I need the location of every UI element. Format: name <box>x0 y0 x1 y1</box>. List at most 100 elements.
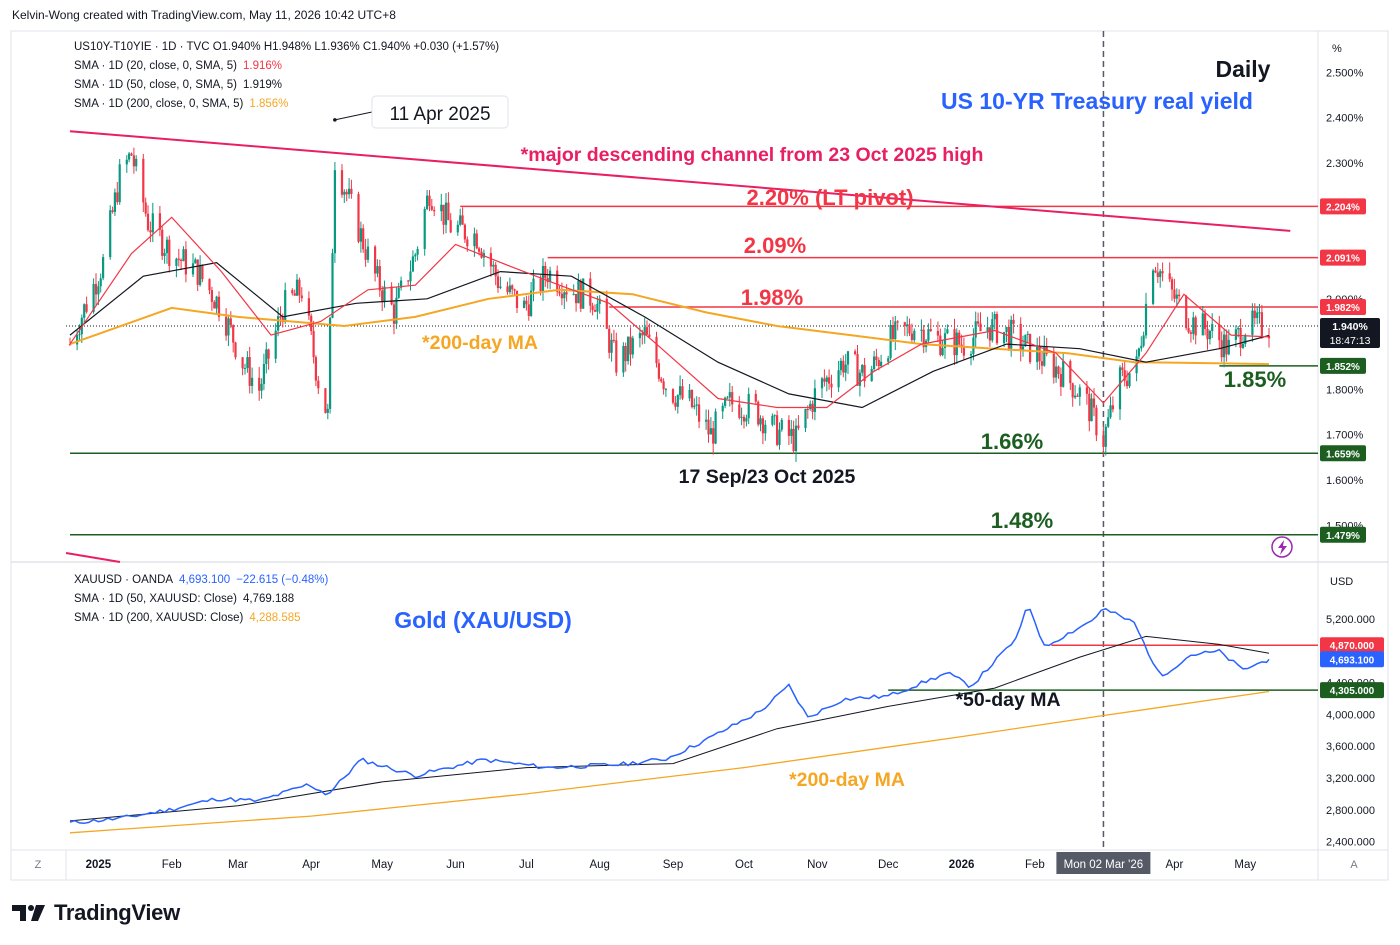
candle-body-63 <box>279 316 282 318</box>
candle-body-328 <box>1156 272 1159 277</box>
top-level-tag-5-bg <box>1320 526 1366 543</box>
candle-body-229 <box>828 377 831 384</box>
candle-body-353 <box>1239 328 1242 348</box>
candle-body-112 <box>442 204 445 225</box>
candle-body-78 <box>329 317 332 409</box>
candle-body-67 <box>293 293 296 296</box>
candle-body-360 <box>1260 312 1263 336</box>
candle-body-56 <box>258 377 261 391</box>
candle-body-233 <box>842 360 845 373</box>
legend-gold-sma200: SMA · 1D (200, XAUUSD: Close) 4,288.585 <box>74 612 301 624</box>
candle-body-41 <box>208 279 211 291</box>
candle-body-210 <box>764 424 767 434</box>
candle-body-291 <box>1036 346 1039 363</box>
candle-body-316 <box>1118 367 1122 410</box>
candle-body-70 <box>300 295 303 299</box>
level-209-label: 2.09% <box>744 233 806 258</box>
gold-level-tag-1-bg <box>1320 682 1384 699</box>
top-level-tag-0-bg <box>1320 198 1366 215</box>
candle-body-135 <box>515 290 519 308</box>
lightning-icon[interactable] <box>1271 536 1293 558</box>
candle-body-256 <box>920 329 923 331</box>
candle-body-57 <box>260 383 263 391</box>
candle-body-178 <box>660 378 663 382</box>
candle-body-18 <box>130 153 133 156</box>
autoscale-icon[interactable]: A <box>1350 859 1358 871</box>
candle-body-143 <box>544 266 547 278</box>
candle-body-47 <box>227 318 230 336</box>
candle-body-129 <box>496 276 500 288</box>
candle-body-34 <box>182 249 185 262</box>
candle-body-9 <box>99 278 102 287</box>
candle-body-338 <box>1189 332 1192 334</box>
candle-body-127 <box>492 264 495 267</box>
bottom-legend: XAUUSD · OANDA 4,693.100 −22.615 (−0.48%) … <box>74 574 328 624</box>
candle-body-255 <box>913 330 916 341</box>
candle-body-10 <box>102 257 105 279</box>
candle-body-69 <box>298 279 301 296</box>
candle-body-272 <box>972 337 975 354</box>
candle-body-265 <box>946 329 949 334</box>
candle-body-243 <box>875 356 878 360</box>
candle-body-169 <box>629 336 632 355</box>
candle-body-150 <box>565 292 568 295</box>
candle-body-276 <box>986 327 989 332</box>
candle-body-50 <box>234 342 237 358</box>
level-166-label: 1.66% <box>981 429 1043 454</box>
gold-level-tag-1: 4,305.000 <box>1330 686 1375 697</box>
candle-body-215 <box>780 419 783 430</box>
candle-body-119 <box>463 224 466 240</box>
candle-body-193 <box>709 428 712 435</box>
candle-body-94 <box>381 290 384 302</box>
candle-body-107 <box>426 195 429 210</box>
candle-body-52 <box>243 368 247 369</box>
candle-body-35 <box>184 249 187 275</box>
candle-body-320 <box>1128 373 1131 387</box>
candle-body-266 <box>953 329 956 356</box>
candle-body-307 <box>1088 393 1091 422</box>
candle-body-325 <box>1144 303 1148 336</box>
descending-channel-line <box>69 130 1291 232</box>
candle-body-80 <box>333 170 336 254</box>
top-tick-6: 1.600% <box>1326 475 1364 487</box>
candle-body-306 <box>1085 387 1088 394</box>
candle-body-26 <box>158 213 161 230</box>
candle-body-213 <box>776 415 779 445</box>
candle-body-96 <box>390 286 393 305</box>
candle-body-299 <box>1059 374 1062 387</box>
candle-body-271 <box>969 354 973 356</box>
gold-last-price-tag: 4,693.100 <box>1330 655 1375 666</box>
candle-body-101 <box>407 280 410 282</box>
last-price-tag-bg <box>1320 318 1380 348</box>
candle-body-91 <box>374 246 377 274</box>
candle-body-29 <box>165 239 169 254</box>
candle-body-198 <box>726 397 729 399</box>
candle-body-121 <box>473 233 476 247</box>
channel-lower-line <box>65 552 121 563</box>
candle-body-84 <box>348 188 351 195</box>
x-label-10: Nov <box>807 859 828 871</box>
candle-body-305 <box>1078 387 1081 397</box>
candle-body-280 <box>995 314 999 344</box>
candle-body-82 <box>343 191 346 195</box>
candle-body-340 <box>1194 317 1197 336</box>
candle-body-23 <box>146 213 150 231</box>
x-label-4: May <box>371 859 393 871</box>
candle-body-281 <box>1003 332 1006 344</box>
candle-body-149 <box>563 292 566 299</box>
x-label-11: Dec <box>878 859 899 871</box>
candle-body-152 <box>575 294 578 304</box>
candle-body-309 <box>1092 398 1096 408</box>
candle-body-46 <box>225 316 228 336</box>
candle-body-269 <box>960 344 963 347</box>
candle-body-267 <box>955 332 958 356</box>
crosshair-date-box <box>1056 852 1151 874</box>
candle-body-293 <box>1040 361 1044 366</box>
candle-body-352 <box>1237 328 1240 330</box>
candle-body-204 <box>745 418 748 422</box>
candle-body-250 <box>896 321 899 323</box>
timezone-icon[interactable]: Z <box>35 859 42 871</box>
tradingview-logo: TradingView <box>12 900 180 926</box>
candle-body-241 <box>870 369 873 382</box>
top-level-tag-3-bg <box>1320 357 1366 374</box>
